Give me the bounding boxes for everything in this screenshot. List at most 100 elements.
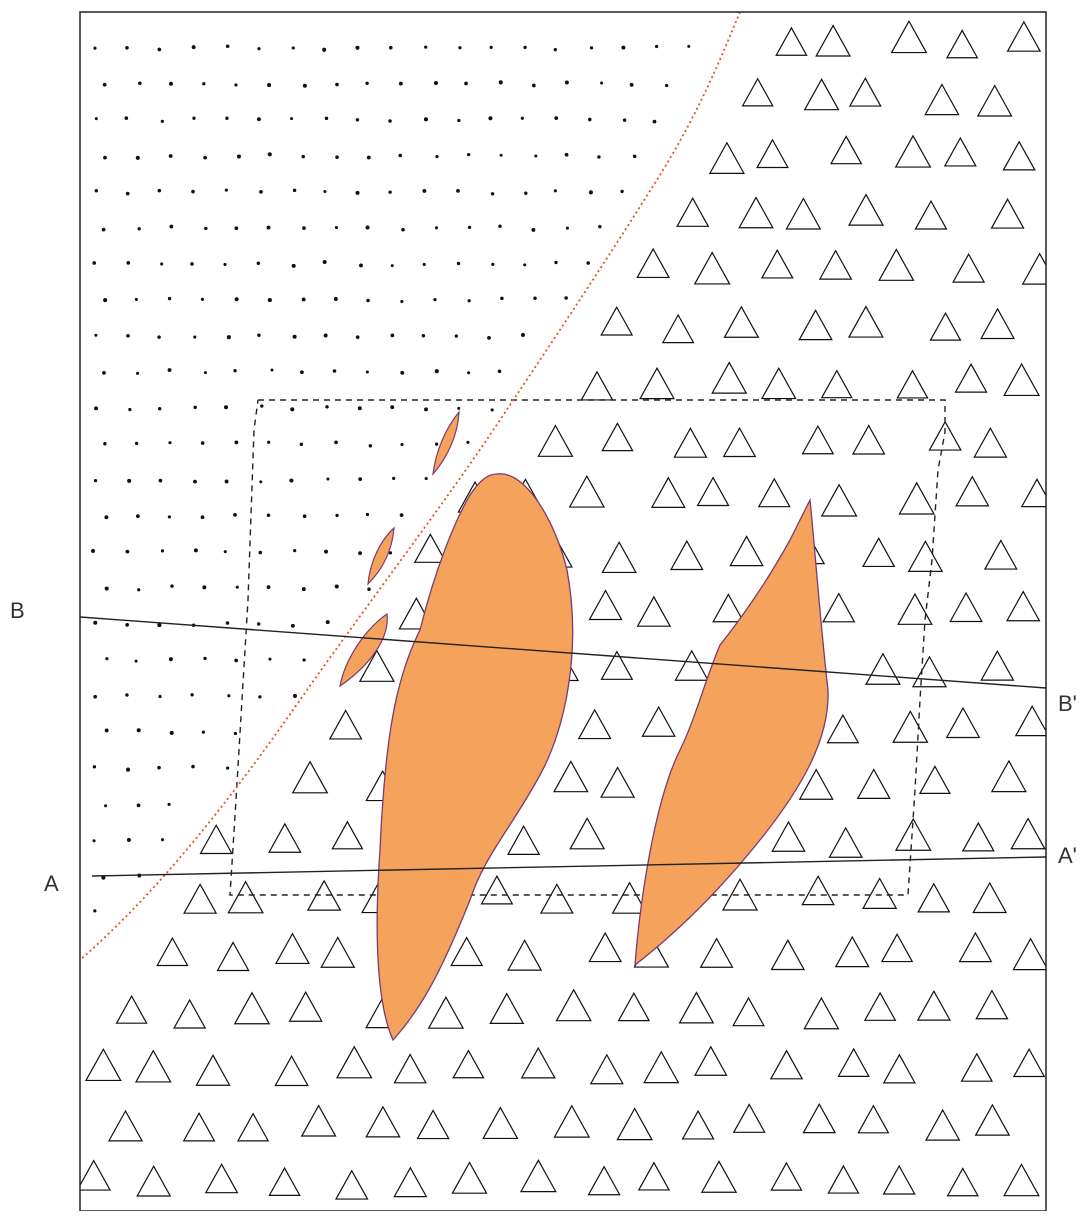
triangle-symbol	[837, 1047, 870, 1077]
dot-symbol	[490, 408, 494, 412]
dot-symbol	[357, 406, 362, 411]
triangle-symbol	[393, 1166, 428, 1198]
dot-symbol	[489, 45, 493, 49]
triangle-symbol	[451, 1161, 488, 1194]
dot-symbol	[523, 263, 527, 267]
dot-symbol	[157, 47, 162, 52]
dot-symbol	[93, 46, 97, 50]
dot-symbol	[224, 479, 229, 484]
triangle-symbol	[801, 424, 835, 455]
triangle-symbol	[577, 708, 612, 740]
triangle-symbol	[820, 483, 858, 517]
triangle-symbol	[700, 1160, 738, 1193]
triangle-symbol	[173, 998, 207, 1029]
triangle-symbol	[785, 197, 822, 230]
dot-symbol	[302, 83, 307, 88]
triangle-symbol	[183, 883, 218, 914]
dot-symbol	[520, 332, 526, 338]
triangle-symbol	[1005, 590, 1041, 622]
triangle-symbol	[365, 1105, 401, 1138]
dot-symbol	[398, 153, 402, 158]
dot-symbol	[355, 335, 360, 340]
dot-symbol	[167, 515, 171, 519]
dot-symbol	[388, 190, 392, 194]
triangle-symbol	[801, 875, 835, 906]
section-label-a-prime: A'	[1058, 843, 1077, 868]
dot-symbol	[136, 371, 140, 375]
triangle-symbol	[711, 361, 748, 394]
triangle-symbol	[674, 649, 710, 681]
dot-symbol	[498, 224, 502, 228]
dot-symbol	[302, 658, 306, 662]
triangle-symbol	[756, 138, 789, 169]
dot-symbol	[104, 515, 109, 520]
triangle-symbol	[1020, 478, 1046, 508]
dot-symbol	[332, 369, 337, 373]
dot-symbol	[223, 550, 227, 554]
triangle-symbol	[1021, 252, 1046, 285]
triangle-symbol	[961, 821, 995, 852]
triangle-symbol	[946, 1167, 979, 1197]
triangle-symbol	[452, 1049, 485, 1079]
dot-symbol	[355, 190, 360, 195]
dot-symbol	[488, 116, 493, 121]
triangle-symbol	[580, 370, 614, 401]
dot-symbol	[334, 584, 339, 589]
dot-symbol	[435, 155, 439, 159]
dot-symbol	[234, 658, 238, 663]
dot-symbol	[234, 297, 239, 302]
dot-symbol	[424, 407, 428, 412]
dot-symbol	[136, 803, 141, 808]
dot-symbol	[324, 549, 329, 554]
dot-symbol	[654, 44, 659, 49]
dot-symbol	[134, 297, 138, 301]
dot-symbol	[94, 333, 98, 337]
dot-symbol	[335, 82, 339, 87]
triangle-symbol	[729, 535, 764, 567]
dot-symbol	[93, 909, 97, 913]
dot-symbol	[290, 623, 295, 628]
dot-symbol	[388, 551, 393, 555]
dot-symbol	[168, 657, 173, 662]
triangle-symbol	[826, 713, 860, 744]
dot-symbol	[191, 45, 196, 50]
dot-symbol	[134, 659, 138, 663]
dot-symbol	[270, 368, 274, 372]
triangle-symbol	[537, 424, 574, 457]
dot-symbol	[289, 478, 294, 483]
dot-symbol	[94, 406, 98, 411]
triangle-symbol	[834, 935, 870, 968]
triangle-symbol	[974, 1103, 1011, 1136]
dot-symbol	[225, 44, 230, 49]
triangle-symbol	[862, 537, 896, 568]
triangle-symbol	[802, 1102, 837, 1134]
dot-symbol	[200, 515, 205, 520]
dot-symbol	[454, 334, 459, 338]
triangle-symbol	[450, 936, 484, 967]
dot-symbol	[421, 334, 426, 338]
triangle-symbol	[681, 1109, 715, 1140]
dot-symbol	[125, 693, 129, 697]
dot-symbol	[392, 476, 396, 481]
triangle-symbol	[274, 1054, 309, 1087]
triangle-symbol	[182, 1111, 216, 1142]
triangle-symbol	[291, 760, 329, 794]
lithology-symbols	[80, 19, 1046, 1200]
dot-symbol	[355, 118, 360, 122]
dot-symbol	[334, 440, 338, 445]
dot-symbol	[400, 370, 405, 375]
dot-symbol	[256, 261, 261, 265]
dot-symbol	[500, 296, 504, 301]
dot-symbol	[434, 369, 439, 374]
dot-symbol	[554, 116, 559, 120]
triangle-symbol	[822, 592, 856, 623]
dot-symbol	[301, 154, 305, 159]
dot-symbol	[597, 155, 601, 159]
dot-symbol	[491, 262, 495, 266]
triangle-symbol	[600, 766, 636, 798]
dot-symbol	[193, 405, 197, 410]
dot-symbol	[167, 802, 171, 807]
dot-symbol	[458, 46, 462, 50]
triangle-symbol	[896, 369, 929, 399]
dot-symbol	[621, 45, 626, 50]
